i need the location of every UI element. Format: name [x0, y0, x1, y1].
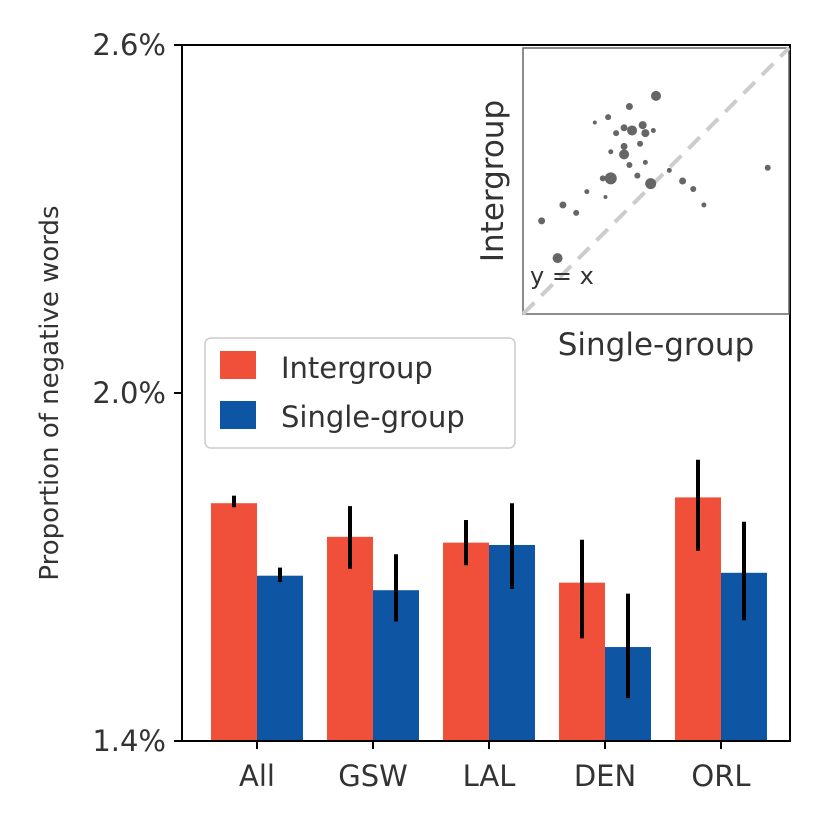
inset-point	[638, 121, 647, 130]
inset-point	[625, 103, 633, 111]
inset-scatter: y = x Single-group Intergroup	[475, 46, 791, 363]
x-tick-label: LAL	[463, 759, 516, 793]
inset-point	[584, 189, 590, 195]
inset-point	[599, 175, 606, 182]
y-tick-label: 1.4%	[92, 724, 166, 758]
legend-swatch-single-group	[220, 401, 256, 429]
inset-point	[603, 194, 608, 199]
inset-point	[642, 159, 648, 165]
x-tick-label: DEN	[574, 759, 636, 793]
legend-label-intergroup: Intergroup	[281, 351, 433, 385]
legend: Intergroup Single-group	[204, 337, 516, 449]
x-tick-label: All	[239, 759, 275, 793]
x-ticks: All GSW LAL DEN ORL	[239, 741, 751, 793]
inset-point	[620, 142, 628, 150]
inset-point	[701, 202, 707, 208]
inset-point	[637, 140, 644, 147]
inset-point	[679, 177, 687, 185]
inset-point	[651, 90, 661, 101]
inset-point	[620, 124, 628, 132]
inset-reference-line	[521, 46, 791, 316]
y-axis-label: Proportion of negative words	[35, 205, 65, 580]
inset-points	[538, 90, 771, 264]
inset-x-label: Single-group	[558, 327, 755, 363]
legend-frame	[204, 337, 516, 449]
inset-point	[650, 127, 656, 133]
bar-intergroup-all	[211, 503, 257, 741]
error-bars-layer	[232, 459, 746, 699]
x-tick-label: ORL	[691, 759, 750, 793]
inset-point	[552, 253, 563, 264]
inset-point	[592, 120, 597, 125]
inset-point	[605, 114, 612, 121]
inset-point	[619, 149, 630, 160]
bar-intergroup-gsw	[327, 536, 373, 741]
inset-point	[613, 130, 620, 137]
legend-label-single-group: Single-group	[281, 400, 465, 434]
inset-point	[604, 172, 617, 185]
inset-point	[559, 201, 567, 209]
y-tick-label: 2.6%	[92, 28, 166, 62]
inset-point	[641, 129, 650, 138]
inset-point	[634, 172, 641, 179]
inset-annotation: y = x	[530, 262, 594, 290]
bars-layer	[211, 497, 767, 741]
inset-point	[627, 125, 638, 136]
inset-point	[645, 178, 657, 190]
inset-point	[626, 162, 633, 169]
inset-point	[764, 164, 771, 171]
bar-single-group-all	[257, 575, 303, 741]
bar-intergroup-lal	[443, 542, 489, 741]
inset-point	[608, 149, 614, 155]
inset-point	[538, 217, 546, 225]
legend-swatch-intergroup	[220, 351, 256, 379]
inset-point	[573, 209, 580, 216]
x-tick-label: GSW	[338, 759, 408, 793]
inset-point	[690, 185, 697, 192]
inset-point	[666, 167, 672, 173]
y-ticks: 1.4% 2.0% 2.6%	[92, 28, 182, 758]
inset-y-label: Intergroup	[475, 100, 511, 262]
y-tick-label: 2.0%	[92, 376, 166, 410]
